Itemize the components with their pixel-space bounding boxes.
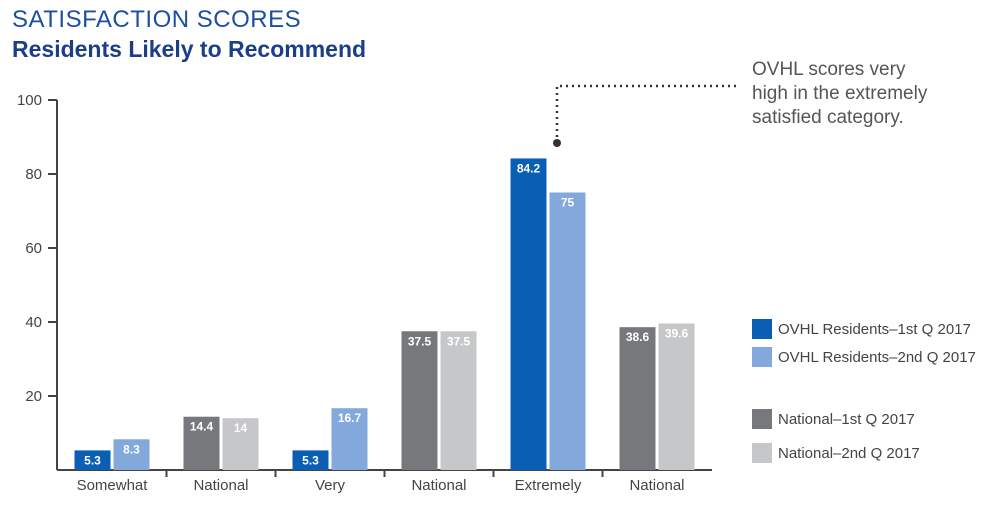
legend-label: OVHL Residents–1st Q 2017 bbox=[778, 320, 971, 338]
legend-swatch bbox=[752, 409, 772, 429]
annotation-dot bbox=[553, 139, 561, 147]
bar bbox=[222, 418, 259, 470]
x-category-label: Somewhat bbox=[77, 477, 149, 494]
bar bbox=[619, 327, 656, 470]
legend-label: National–1st Q 2017 bbox=[778, 410, 915, 428]
bar-data-label: 39.6 bbox=[665, 326, 689, 340]
y-tick-label: 80 bbox=[25, 166, 42, 183]
bar bbox=[183, 416, 220, 470]
bar-data-label: 38.6 bbox=[626, 330, 650, 344]
x-category-label: National bbox=[193, 477, 248, 494]
legend-item: OVHL Residents–1st Q 2017 bbox=[752, 318, 992, 340]
bar-data-label: 8.3 bbox=[123, 442, 140, 456]
legend-swatch bbox=[752, 443, 772, 463]
bar bbox=[113, 439, 150, 470]
x-category-label: National bbox=[629, 477, 684, 494]
bar-data-label: 84.2 bbox=[517, 161, 541, 175]
annotation-leader-line bbox=[555, 84, 740, 143]
legend-swatch bbox=[752, 347, 772, 367]
y-tick-label: 100 bbox=[17, 92, 42, 109]
bar-data-label: 5.3 bbox=[302, 453, 319, 467]
bar-data-label: 37.5 bbox=[447, 334, 471, 348]
bar-data-label: 16.7 bbox=[338, 411, 362, 425]
bar-data-label: 5.3 bbox=[84, 453, 101, 467]
bar-data-label: 75 bbox=[561, 196, 575, 210]
bar bbox=[510, 158, 547, 470]
chart-annotation: OVHL scores very high in the extremely s… bbox=[752, 59, 928, 128]
legend-item: National–2nd Q 2017 bbox=[752, 442, 992, 464]
bar bbox=[292, 450, 329, 470]
x-category-label: Very bbox=[315, 477, 346, 494]
legend-item: OVHL Residents–2nd Q 2017 bbox=[752, 346, 992, 368]
bar bbox=[549, 192, 586, 470]
bar bbox=[658, 323, 695, 470]
legend-label: OVHL Residents–2nd Q 2017 bbox=[778, 348, 976, 366]
y-tick-label: 60 bbox=[25, 240, 42, 257]
bar bbox=[401, 331, 438, 470]
bar bbox=[331, 408, 368, 470]
y-tick-label: 40 bbox=[25, 314, 42, 331]
bar-data-label: 14 bbox=[234, 421, 248, 435]
chart-subtitle: Residents Likely to Recommend bbox=[12, 36, 367, 62]
chart-title: SATISFACTION SCORES bbox=[12, 6, 302, 33]
bar bbox=[440, 331, 477, 470]
x-category-label: National bbox=[411, 477, 466, 494]
bar-data-label: 37.5 bbox=[408, 334, 432, 348]
legend-swatch bbox=[752, 319, 772, 339]
legend-label: National–2nd Q 2017 bbox=[778, 444, 920, 462]
bar bbox=[74, 450, 111, 470]
y-tick-label: 20 bbox=[25, 388, 42, 405]
x-category-label: Extremely bbox=[515, 477, 582, 494]
legend-item: National–1st Q 2017 bbox=[752, 408, 992, 430]
bar-data-label: 14.4 bbox=[190, 420, 214, 434]
